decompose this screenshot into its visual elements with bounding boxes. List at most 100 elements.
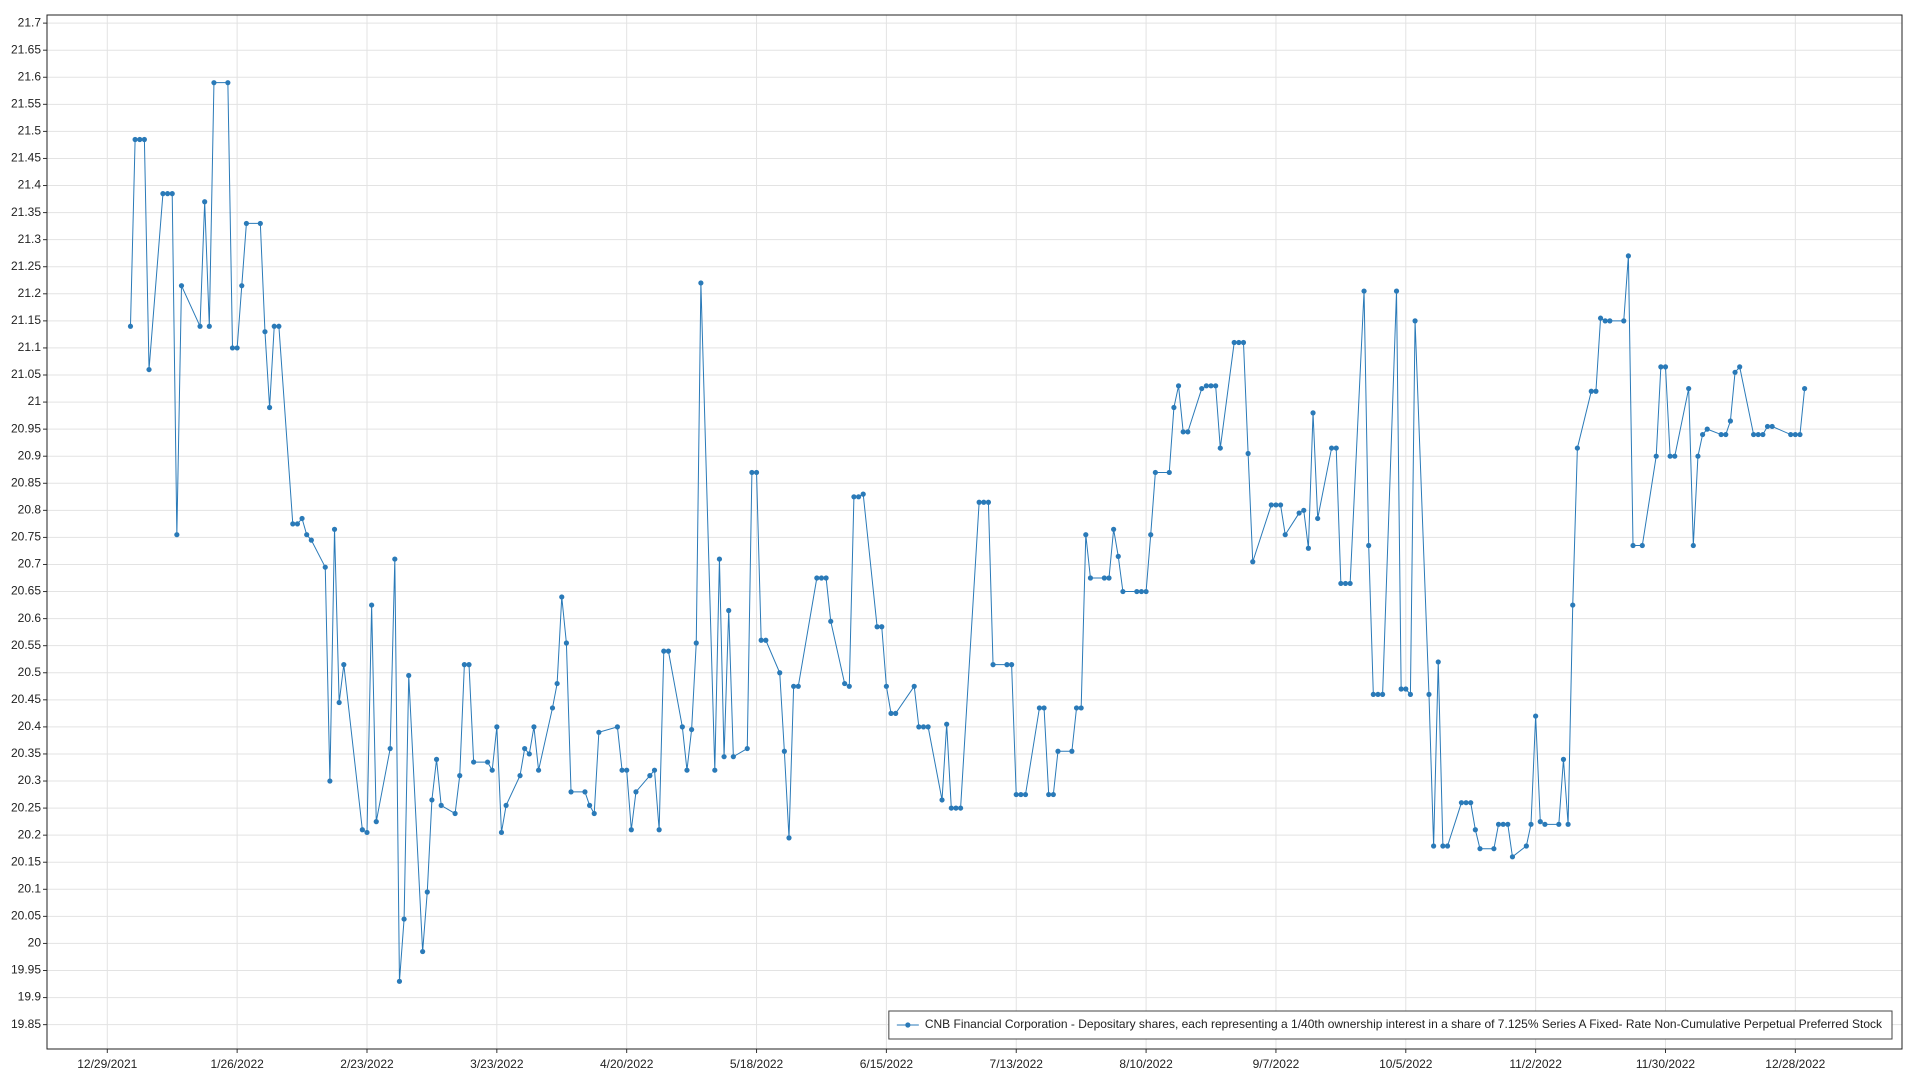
data-point: [1560, 756, 1567, 762]
data-point: [229, 345, 236, 351]
data-point: [1398, 686, 1404, 692]
data-point: [1658, 364, 1664, 370]
data-point: [656, 827, 662, 833]
data-point: [647, 773, 653, 779]
data-point: [1403, 686, 1409, 692]
data-point: [424, 889, 430, 895]
y-tick-label: 21.65: [11, 42, 41, 56]
y-tick-label: 21.05: [11, 367, 41, 381]
data-point: [299, 515, 305, 522]
data-point: [1166, 469, 1172, 476]
y-tick-label: 21.2: [18, 286, 42, 300]
data-point: [1208, 383, 1214, 389]
data-point: [257, 220, 263, 227]
data-point: [684, 767, 690, 773]
data-point: [633, 789, 639, 795]
data-point: [369, 602, 375, 608]
data-point: [726, 607, 732, 614]
data-point: [517, 773, 523, 779]
data-point: [1755, 431, 1761, 438]
data-point: [1732, 369, 1738, 375]
data-point: [1250, 559, 1256, 565]
data-point: [582, 789, 588, 795]
data-point: [471, 759, 477, 765]
y-tick-label: 20.75: [11, 530, 41, 544]
data-point: [1018, 791, 1024, 798]
data-point: [239, 283, 245, 289]
data-point: [888, 710, 894, 716]
data-point: [1764, 423, 1771, 430]
data-point: [1667, 453, 1673, 459]
data-point: [689, 726, 695, 733]
data-point: [1412, 318, 1418, 324]
data-point: [1500, 821, 1506, 827]
data-point: [127, 323, 134, 329]
data-point: [753, 469, 760, 476]
data-point: [1472, 827, 1478, 833]
data-point: [563, 640, 570, 646]
data-point: [1444, 843, 1451, 849]
data-point: [1505, 821, 1511, 827]
data-point: [679, 724, 685, 730]
data-point: [225, 80, 231, 86]
data-point: [1148, 532, 1154, 538]
data-point: [614, 724, 621, 730]
data-point: [466, 662, 472, 668]
data-point: [1769, 423, 1775, 430]
data-point: [364, 829, 370, 836]
data-point: [1240, 339, 1247, 346]
data-point: [559, 594, 565, 600]
data-point: [814, 575, 820, 581]
data-point: [1431, 843, 1437, 849]
data-point: [1036, 705, 1043, 711]
data-point: [758, 637, 764, 643]
data-point: [1607, 318, 1613, 324]
data-point: [503, 802, 509, 808]
data-point: [1380, 691, 1386, 698]
data-point: [777, 670, 783, 676]
data-point: [1597, 315, 1604, 321]
data-point: [267, 404, 273, 411]
data-point: [322, 564, 328, 570]
y-tick-label: 20.6: [18, 611, 42, 625]
data-point: [202, 199, 208, 205]
data-point: [1180, 429, 1186, 435]
y-tick-label: 20.1: [18, 881, 42, 895]
data-point: [243, 220, 250, 227]
data-point: [392, 556, 398, 562]
data-point: [791, 683, 797, 689]
y-tick-label: 20.2: [18, 827, 42, 841]
data-point: [1138, 588, 1145, 595]
data-point: [1143, 588, 1149, 595]
data-point: [234, 345, 240, 351]
data-point: [1621, 318, 1627, 324]
data-point: [336, 699, 342, 706]
data-point: [1570, 602, 1576, 608]
data-point: [1245, 450, 1251, 457]
data-point: [1495, 821, 1502, 827]
legend: CNB Financial Corporation - Depositary s…: [888, 1010, 1893, 1040]
data-point: [874, 624, 880, 630]
data-point: [1477, 846, 1483, 852]
data-point: [1175, 383, 1182, 389]
data-point: [744, 745, 750, 752]
data-point: [721, 754, 727, 760]
x-tick-label: 6/15/2022: [860, 1057, 914, 1071]
data-point: [452, 810, 458, 817]
y-tick-label: 21.25: [11, 259, 41, 273]
data-point: [406, 672, 412, 679]
x-tick-label: 4/20/2022: [600, 1057, 654, 1071]
data-point: [730, 754, 736, 760]
x-tick-label: 8/10/2022: [1119, 1057, 1173, 1071]
data-point: [1509, 854, 1516, 860]
data-point: [591, 810, 597, 817]
data-point: [438, 802, 444, 808]
data-point: [1602, 318, 1608, 324]
data-point: [1458, 800, 1465, 806]
y-tick-label: 21: [28, 394, 42, 408]
data-point: [1203, 383, 1209, 389]
data-point: [976, 499, 982, 505]
data-point: [1268, 502, 1274, 508]
data-point: [433, 756, 440, 762]
data-point: [939, 797, 945, 803]
